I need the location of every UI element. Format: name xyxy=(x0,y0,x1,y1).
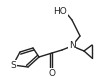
Text: N: N xyxy=(69,41,75,51)
Text: O: O xyxy=(49,68,56,77)
Text: S: S xyxy=(10,61,16,70)
Text: HO: HO xyxy=(53,7,67,16)
